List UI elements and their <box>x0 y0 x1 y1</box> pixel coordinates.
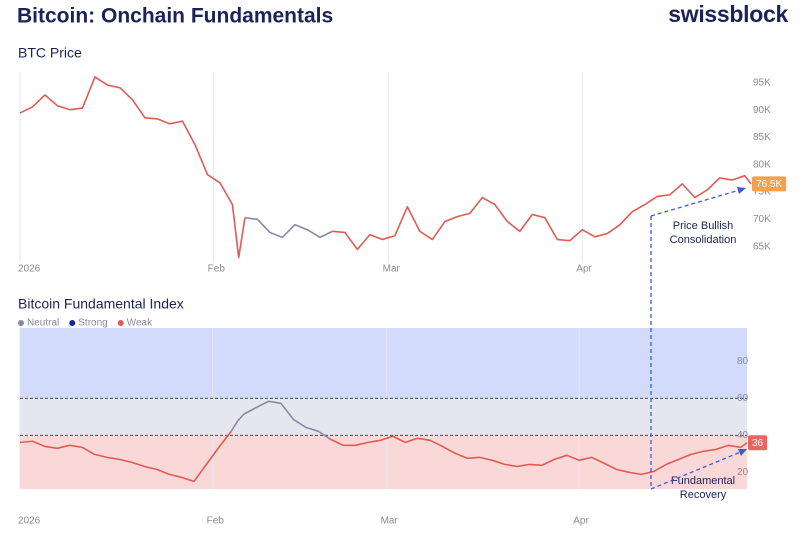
y-tick-label: 40 <box>737 430 749 441</box>
x-tick-label: Mar <box>381 516 399 527</box>
value-label-text: 36 <box>752 438 764 449</box>
value-label-box <box>752 176 787 192</box>
y-tick-label: 70K <box>753 214 771 225</box>
arrow-line <box>650 450 744 490</box>
series-line <box>244 216 333 239</box>
y-tick-label: 80K <box>753 159 771 170</box>
y-tick-label: 85K <box>753 132 771 143</box>
x-tick-label: 2026 <box>18 264 41 275</box>
value-label: 36 <box>748 435 768 451</box>
y-tick-label: 65K <box>753 241 771 252</box>
y-tick-label: 90K <box>753 105 771 116</box>
brand-logo: swissblock <box>668 1 788 27</box>
legend-label: Neutral <box>27 318 59 329</box>
arrow-head <box>737 187 746 194</box>
annotation: Fundamental <box>671 475 735 487</box>
value-label-text: 76.5K <box>756 179 782 190</box>
regime-band <box>20 328 747 399</box>
legend-label: Weak <box>127 318 153 329</box>
series-line <box>19 430 232 483</box>
legend-label: Strong <box>78 318 107 329</box>
chart-title: Bitcoin Fundamental Index <box>18 296 184 312</box>
annotation: Price Bullish <box>673 220 734 232</box>
arrow-line <box>650 188 744 217</box>
legend-swatch <box>117 320 124 326</box>
y-tick-label: 95K <box>753 78 771 89</box>
arrow-head <box>738 449 747 456</box>
chart-title: BTC Price <box>18 45 82 61</box>
x-tick-label: Feb <box>208 264 226 275</box>
y-tick-label: 60 <box>737 393 749 404</box>
annotation: Recovery <box>680 489 727 501</box>
x-tick-label: 2026 <box>18 516 41 527</box>
value-label-box <box>748 435 768 451</box>
regime-band <box>20 398 747 436</box>
x-tick-label: Apr <box>573 516 589 527</box>
legend-swatch <box>69 320 76 326</box>
annotation: Consolidation <box>670 234 737 246</box>
x-tick-label: Feb <box>207 516 225 527</box>
y-tick-label: 75K <box>753 187 771 198</box>
y-tick-label: 80 <box>737 356 749 367</box>
y-tick-label: 20 <box>737 467 749 478</box>
page-title: Bitcoin: Onchain Fundamentals <box>17 5 333 28</box>
series-line <box>330 435 748 476</box>
x-tick-label: Mar <box>383 264 401 275</box>
value-label: 76.5K <box>752 176 787 192</box>
legend-swatch <box>18 320 24 326</box>
annotation-arrows <box>650 188 744 490</box>
regime-band <box>20 435 747 489</box>
series-line <box>332 174 752 251</box>
series-line <box>19 76 246 259</box>
x-tick-label: Apr <box>576 264 592 275</box>
series-line <box>230 400 332 441</box>
